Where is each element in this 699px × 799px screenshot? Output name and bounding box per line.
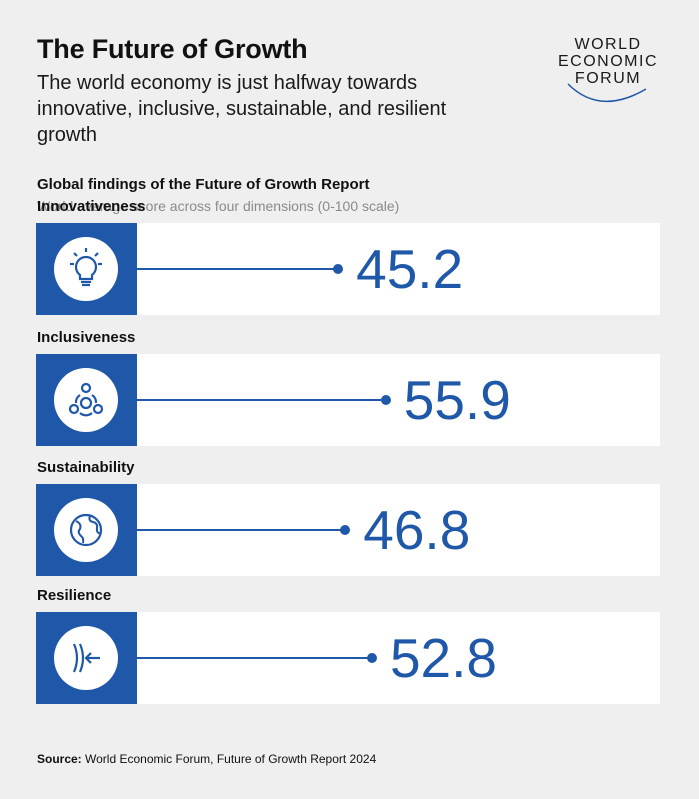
icon-box-inclusiveness xyxy=(36,354,137,446)
bar-dot-sustainability xyxy=(340,525,351,535)
source-text: World Economic Forum, Future of Growth R… xyxy=(81,752,377,766)
value-label-innovativeness: 45.2 xyxy=(356,238,464,300)
logo-line-world: WORLD xyxy=(574,36,642,53)
bar-line-inclusiveness xyxy=(137,399,386,401)
row-innovativeness: 45.2 xyxy=(36,223,660,315)
bar-dot-resilience xyxy=(366,653,377,663)
category-label-inclusiveness: Inclusiveness xyxy=(37,329,136,346)
chart-title: Global findings of the Future of Growth … xyxy=(37,176,370,193)
value-label-resilience: 52.8 xyxy=(389,627,497,689)
globe-icon xyxy=(54,498,118,562)
icon-box-resilience xyxy=(36,612,137,704)
source-note: Source: World Economic Forum, Future of … xyxy=(37,752,376,766)
bar-line-innovativeness xyxy=(137,268,339,270)
bar-line-resilience xyxy=(137,657,372,659)
row-inclusiveness: 55.9 xyxy=(36,354,660,446)
bar-dot-inclusiveness xyxy=(380,395,391,405)
logo-line-economic: ECONOMIC xyxy=(558,53,658,70)
source-label: Source: xyxy=(37,752,82,766)
lightbulb-icon xyxy=(54,237,118,301)
page-subtitle: The world economy is just halfway toward… xyxy=(37,72,447,146)
resilience-arrow-icon xyxy=(54,626,118,690)
category-label-sustainability: Sustainability xyxy=(37,459,135,476)
logo-line-forum: FORUM xyxy=(574,70,642,87)
value-label-sustainability: 46.8 xyxy=(363,499,471,561)
bar-line-sustainability xyxy=(137,529,346,531)
icon-box-innovativeness xyxy=(36,223,137,315)
icon-box-sustainability xyxy=(36,484,137,576)
category-label-resilience: Resilience xyxy=(37,587,112,604)
chart-subtitle: World average score across four dimensio… xyxy=(37,198,400,214)
people-circle-icon xyxy=(54,368,118,432)
category-label-innovativeness: Innovativeness xyxy=(37,198,146,215)
page-title: The Future of Growth xyxy=(37,34,308,64)
logo-arc-icon xyxy=(567,83,647,102)
wef-logo: WORLD ECONOMIC FORUM xyxy=(550,34,670,104)
row-resilience: 52.8 xyxy=(36,612,660,704)
value-label-inclusiveness: 55.9 xyxy=(403,369,511,431)
row-sustainability: 46.8 xyxy=(36,484,660,576)
bar-dot-innovativeness xyxy=(333,264,344,274)
